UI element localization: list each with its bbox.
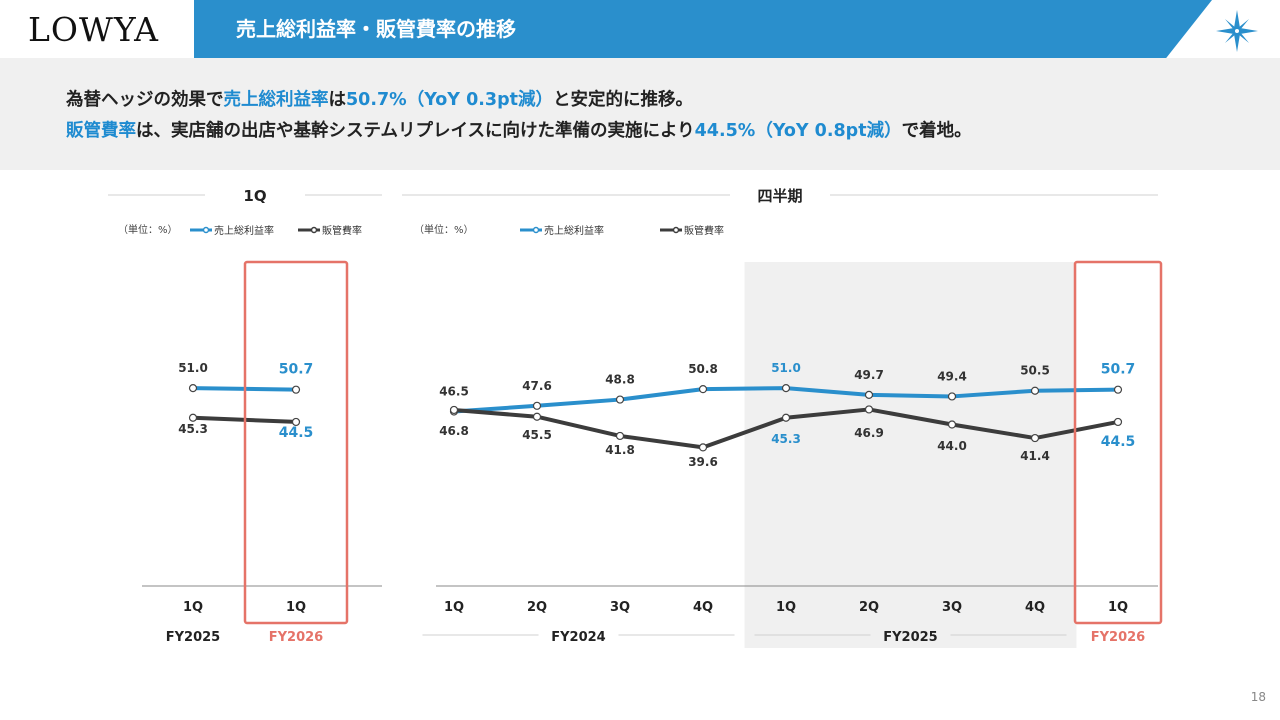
legend-marker [532, 226, 540, 234]
panel-title: 1Q [243, 187, 266, 205]
fiscal-year-label: FY2025 [883, 630, 937, 645]
title-band [194, 0, 1212, 58]
legend-marker [672, 226, 680, 234]
summary-segment: 44.5%（YoY 0.8pt減） [694, 121, 902, 141]
x-tick-label: 1Q [444, 600, 464, 615]
x-tick-label: 2Q [527, 600, 547, 615]
highlight-box [1073, 260, 1163, 625]
data-label: 48.8 [605, 373, 635, 387]
x-tick-label: 3Q [942, 600, 962, 615]
data-label: 46.9 [854, 426, 884, 440]
data-label: 49.4 [937, 369, 967, 383]
data-point [615, 395, 625, 404]
data-label: 41.4 [1020, 449, 1050, 463]
legend-label: 売上総利益率 [544, 224, 604, 237]
x-tick-label: 2Q [859, 600, 879, 615]
summary-line-2: 販管費率は、実店舗の出店や基幹システムリプレイスに向けた準備の実施により44.5… [66, 118, 972, 144]
fiscal-year-label: FY2026 [269, 630, 323, 645]
data-point [781, 384, 791, 393]
data-label: 49.7 [854, 368, 884, 382]
summary-segment: と安定的に推移。 [552, 90, 693, 110]
data-point [1030, 386, 1040, 395]
data-point [1113, 385, 1123, 394]
data-label: 47.6 [522, 379, 552, 393]
panel-title: 四半期 [757, 187, 802, 205]
summary-segment: 売上総利益率 [223, 90, 329, 110]
data-point [291, 385, 301, 394]
summary-segment: 50.7%（YoY 0.3pt減） [346, 90, 553, 110]
shaded-period [744, 262, 1077, 648]
star-logo-icon [1216, 10, 1258, 52]
data-point [188, 384, 198, 393]
unit-label: （単位：%） [414, 223, 474, 236]
legend-label: 販管費率 [684, 224, 724, 237]
company-logo: LOWYA [28, 10, 159, 49]
data-point [698, 385, 708, 394]
data-label: 46.8 [439, 424, 469, 438]
data-label: 45.3 [178, 422, 208, 436]
data-label: 45.5 [522, 428, 552, 442]
summary-box [0, 58, 1280, 170]
data-point [188, 413, 198, 422]
data-label: 50.7 [279, 362, 314, 378]
legend-label: 販管費率 [322, 224, 362, 237]
data-label: 44.5 [279, 425, 314, 441]
x-tick-label: 1Q [776, 600, 796, 615]
data-label: 46.5 [439, 385, 469, 399]
legend-marker [202, 226, 210, 234]
x-tick-label: 1Q [1108, 600, 1128, 615]
highlight-box [243, 260, 349, 625]
header: LOWYA 売上総利益率・販管費率の推移 [0, 0, 1280, 58]
data-point [532, 412, 542, 421]
data-label: 50.7 [1101, 362, 1136, 378]
summary-line-1: 為替ヘッジの効果で売上総利益率は50.7%（YoY 0.3pt減）と安定的に推移… [66, 87, 693, 113]
summary-segment: 為替ヘッジの効果で [66, 90, 224, 110]
data-point [291, 417, 301, 427]
data-label: 51.0 [771, 361, 801, 375]
summary-segment: 販管費率 [66, 121, 136, 141]
x-tick-label: 4Q [1025, 600, 1045, 615]
data-point [781, 413, 791, 422]
summary-segment: は、実店舗の出店や基幹システムリプレイスに向けた準備の実施により [136, 121, 695, 141]
legend-label: 売上総利益率 [214, 224, 274, 237]
data-label: 39.6 [688, 455, 718, 469]
unit-label: （単位：%） [118, 223, 178, 236]
data-point [615, 431, 625, 441]
data-point [532, 401, 542, 410]
data-point [864, 405, 874, 414]
fiscal-year-label: FY2026 [1091, 630, 1145, 645]
x-tick-label: 4Q [693, 600, 713, 615]
fiscal-year-label: FY2024 [551, 630, 605, 645]
summary-segment: は [328, 90, 347, 110]
x-tick-label: 3Q [610, 600, 630, 615]
fiscal-year-label: FY2025 [166, 630, 220, 645]
data-label: 50.5 [1020, 364, 1050, 378]
data-point [449, 405, 459, 415]
data-point [864, 390, 874, 399]
summary-segment: で着地。 [901, 121, 972, 141]
data-label: 45.3 [771, 432, 801, 446]
data-point [1030, 433, 1040, 443]
data-label: 50.8 [688, 362, 718, 376]
legend-marker [310, 226, 318, 234]
data-point [1113, 417, 1123, 427]
x-tick-label: 1Q [286, 600, 306, 615]
page-number: 18 [1250, 690, 1266, 704]
page-title: 売上総利益率・販管費率の推移 [236, 17, 516, 41]
data-label: 44.5 [1101, 434, 1136, 450]
data-label: 44.0 [937, 439, 967, 453]
x-tick-label: 1Q [183, 600, 203, 615]
data-point [947, 420, 957, 429]
data-label: 51.0 [178, 361, 208, 375]
data-point [947, 392, 957, 401]
data-point [698, 443, 708, 452]
data-label: 41.8 [605, 443, 635, 457]
